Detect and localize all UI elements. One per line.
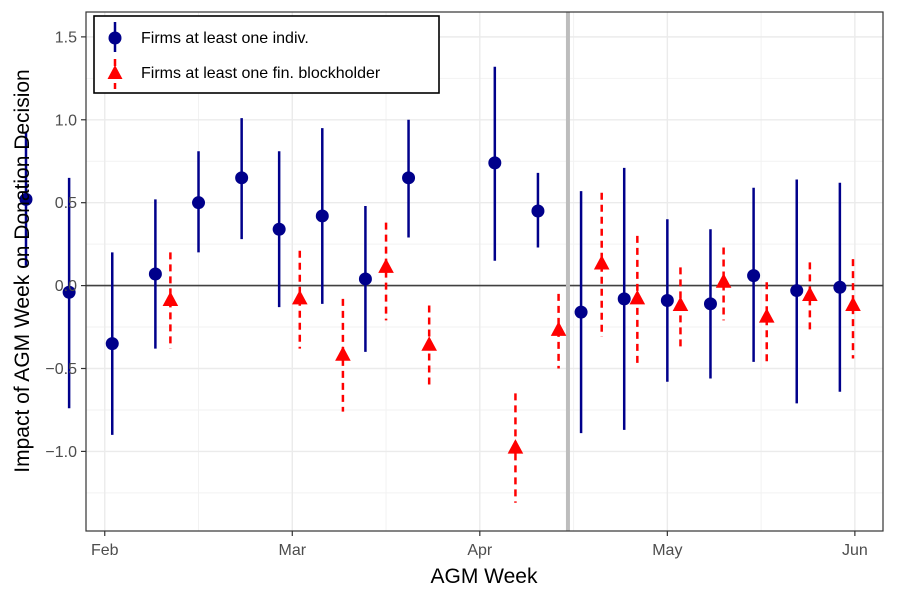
blockholder-point xyxy=(507,439,524,454)
legend: Firms at least one indiv. Firms at least… xyxy=(93,15,440,94)
x-axis: Feb Mar Apr May Jun xyxy=(91,531,868,559)
y-axis-title: Impact of AGM Week on Donation Decision xyxy=(11,69,34,472)
legend-key-indiv xyxy=(108,22,122,52)
indiv-point xyxy=(747,269,761,283)
legend-box xyxy=(93,15,440,94)
y-axis: −1.0 −0.5 0.0 0.5 1.0 1.5 xyxy=(45,29,86,461)
y-tick-label: 0.5 xyxy=(55,195,77,212)
y-tick-label: −1.0 xyxy=(45,444,77,461)
x-tick-label: Jun xyxy=(842,542,868,559)
indiv-point xyxy=(574,305,588,319)
x-tick-label: Mar xyxy=(279,542,307,559)
indiv-point xyxy=(531,204,545,218)
x-tick-label: Apr xyxy=(467,542,493,559)
blockholder-point xyxy=(421,336,437,351)
legend-key-indiv-marker xyxy=(108,31,122,45)
indiv-point xyxy=(192,196,206,210)
x-tick-label: Feb xyxy=(91,542,119,559)
legend-label-indiv: Firms at least one indiv. xyxy=(141,30,309,47)
indiv-point xyxy=(617,292,631,306)
indiv-point xyxy=(19,192,33,206)
blockholder-point xyxy=(335,346,351,361)
blockholder-point xyxy=(758,308,775,323)
indiv-point xyxy=(402,171,416,185)
blockholder-point xyxy=(162,291,179,307)
indiv-point xyxy=(62,285,76,299)
indiv-point xyxy=(790,284,804,298)
blockholder-point xyxy=(845,296,861,311)
y-tick-label: 1.5 xyxy=(55,29,77,46)
indiv-point xyxy=(315,209,329,223)
panel-border xyxy=(85,11,884,532)
series-2 xyxy=(162,192,861,503)
legend-key-blockholder-marker xyxy=(107,65,123,79)
indiv-point xyxy=(488,156,502,170)
blockholder-point xyxy=(378,258,394,273)
legend-label-blockholder: Firms at least one fin. blockholder xyxy=(141,65,381,82)
y-tick-label: 0.0 xyxy=(55,278,77,295)
indiv-point xyxy=(148,267,162,281)
blockholder-point xyxy=(593,255,610,270)
blockholder-point xyxy=(550,321,567,336)
indiv-point xyxy=(703,297,717,311)
blockholder-point xyxy=(802,286,818,302)
indiv-point xyxy=(235,171,249,185)
blockholder-point xyxy=(715,273,732,288)
series-1 xyxy=(19,66,847,435)
blockholder-point xyxy=(629,289,646,305)
y-tick-label: −0.5 xyxy=(45,361,77,378)
blockholder-point xyxy=(291,289,308,305)
plot-panel xyxy=(19,11,884,532)
series-layer xyxy=(19,66,861,503)
indiv-point xyxy=(358,272,372,286)
indiv-point xyxy=(105,337,119,351)
y-tick-label: 1.0 xyxy=(55,112,77,129)
indiv-point xyxy=(833,280,847,294)
x-tick-label: May xyxy=(652,542,682,559)
indiv-point xyxy=(660,294,674,308)
blockholder-point xyxy=(672,296,689,311)
legend-key-blockholder xyxy=(107,59,123,89)
x-axis-title: AGM Week xyxy=(431,565,538,588)
indiv-point xyxy=(272,222,286,236)
